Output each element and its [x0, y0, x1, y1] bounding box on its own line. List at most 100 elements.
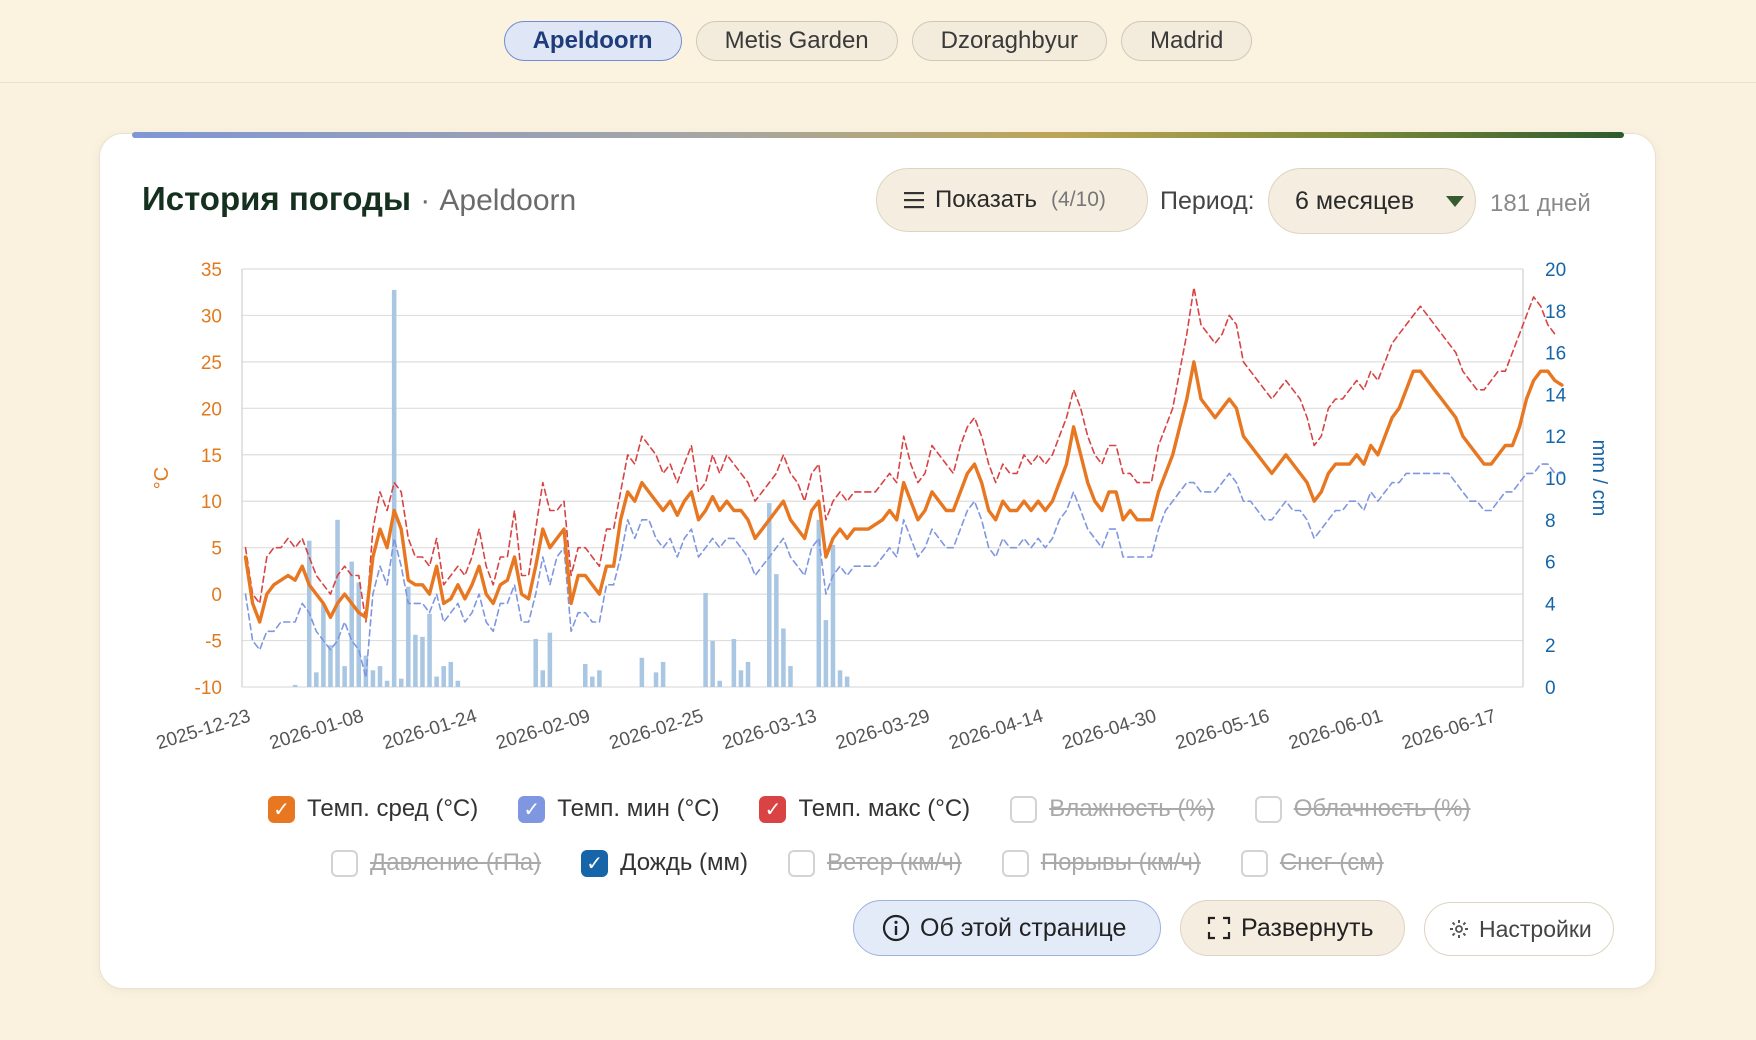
x-tick-label: 2026-06-17	[1400, 706, 1499, 755]
legend-item[interactable]: ✓ Темп. мин (°C)	[518, 795, 719, 823]
series-max-temp-line	[244, 286, 1556, 623]
x-tick-label: 2026-02-25	[607, 706, 706, 755]
rain-bar	[653, 672, 659, 687]
rain-bar	[547, 632, 553, 687]
y-left-tick-label: -5	[205, 632, 222, 653]
rain-bar	[384, 680, 390, 687]
rain-bar	[455, 680, 461, 687]
rain-bar	[349, 561, 354, 687]
rain-bar	[590, 676, 595, 687]
checkbox-checked-icon[interactable]: ✓	[268, 795, 295, 823]
period-select[interactable]: 6 месяцев	[1268, 168, 1476, 234]
show-count: (4/10)	[1051, 188, 1106, 211]
rain-bar	[703, 592, 708, 687]
y-right-tick-label: 12	[1545, 427, 1566, 448]
y-left-tick-label: 5	[211, 539, 222, 560]
legend-item[interactable]: Давление (гПа)	[331, 849, 541, 877]
rain-bar	[533, 638, 538, 687]
legend-item[interactable]: Ветер (км/ч)	[788, 849, 962, 877]
checkbox-icon[interactable]	[788, 849, 815, 877]
info-icon	[882, 914, 910, 942]
legend-label: Давление (гПа)	[370, 849, 542, 876]
checkbox-checked-icon[interactable]: ✓	[581, 849, 609, 877]
y-left-tick-label: 30	[201, 306, 222, 327]
rain-bar	[391, 289, 397, 687]
x-tick-label: 2026-01-08	[267, 706, 366, 755]
y-right-tick-label: 20	[1545, 260, 1566, 281]
rain-bar	[745, 661, 751, 687]
x-tick-label: 2026-03-13	[720, 706, 819, 755]
title-text: История погоды	[142, 180, 412, 217]
checkbox-icon[interactable]	[1254, 795, 1282, 823]
chevron-down-icon	[1446, 195, 1465, 207]
series-avg-temp-line	[243, 360, 1564, 624]
rain-bar	[448, 661, 454, 687]
x-tick-label: 2026-06-01	[1286, 706, 1385, 755]
x-tick-label: 2026-05-16	[1173, 706, 1272, 755]
rain-bar	[837, 670, 843, 687]
y-right-tick-label: 0	[1545, 678, 1556, 699]
x-tick-label: 2026-01-24	[380, 706, 479, 755]
about-page-button[interactable]: Об этой странице	[853, 900, 1161, 956]
legend-item[interactable]: Облачность (%)	[1254, 795, 1470, 823]
rain-bar	[781, 628, 786, 687]
rain-bar	[377, 666, 383, 687]
settings-button[interactable]: Настройки	[1424, 902, 1614, 956]
location-tab-dzoraghbyur[interactable]: Dzoraghbyur	[911, 21, 1108, 61]
x-tick-label: 2026-04-14	[947, 706, 1046, 755]
rain-bar	[639, 657, 645, 687]
checkbox-icon[interactable]	[1001, 849, 1029, 877]
legend-label: Темп. мин (°C)	[557, 795, 720, 822]
y-left-tick-label: 25	[201, 353, 222, 374]
fullscreen-icon	[1207, 916, 1231, 940]
rain-bar	[597, 670, 602, 687]
settings-label: Настройки	[1479, 915, 1592, 942]
y-left-tick-label: 20	[201, 399, 222, 420]
rain-bar	[427, 613, 432, 687]
location-tab-madrid[interactable]: Madrid	[1121, 21, 1253, 61]
legend-item[interactable]: ✓ Темп. макс (°C)	[759, 795, 970, 823]
legend-item[interactable]: Порывы (км/ч)	[1001, 849, 1201, 877]
rain-bar	[731, 638, 737, 687]
rain-bar	[434, 676, 439, 687]
expand-button[interactable]: Развернуть	[1180, 900, 1405, 956]
y-right-tick-label: 6	[1545, 553, 1556, 574]
weather-history-card	[99, 133, 1656, 989]
series-min-temp-line	[244, 463, 1563, 679]
legend-item[interactable]: Влажность (%)	[1010, 795, 1215, 823]
checkbox-checked-icon[interactable]: ✓	[759, 795, 787, 823]
checkbox-icon[interactable]	[1010, 795, 1038, 823]
location-tab-metis-garden[interactable]: Metis Garden	[695, 21, 898, 61]
legend-item[interactable]: ✓ Темп. сред (°C)	[268, 795, 478, 823]
location-tab-apeldoorn[interactable]: Apeldoorn	[503, 21, 682, 61]
checkbox-checked-icon[interactable]: ✓	[518, 795, 546, 823]
rain-bar	[710, 641, 715, 687]
legend-item[interactable]: ✓ Дождь (мм)	[581, 849, 748, 877]
page-title: История погоды · Apeldoorn	[142, 180, 576, 218]
list-icon	[903, 190, 925, 210]
legend-item[interactable]: Снег (см)	[1240, 849, 1384, 877]
y-right-tick-label: 4	[1545, 594, 1556, 615]
legend-label: Темп. макс (°C)	[798, 795, 971, 822]
rain-bar	[356, 582, 362, 687]
legend-label: Снег (см)	[1279, 849, 1384, 876]
y-left-axis-title: °C	[151, 467, 173, 489]
rain-bar	[738, 670, 744, 687]
y-right-tick-label: 10	[1545, 469, 1566, 490]
expand-label: Развернуть	[1241, 913, 1374, 942]
rain-bar	[413, 634, 418, 687]
rain-bar	[816, 519, 822, 687]
y-left-tick-label: 10	[201, 492, 222, 513]
checkbox-icon[interactable]	[331, 849, 358, 877]
period-value: 6 месяцев	[1295, 186, 1415, 215]
rain-bar	[342, 666, 347, 687]
y-right-tick-label: 8	[1545, 511, 1556, 532]
rain-bar	[582, 664, 588, 687]
show-series-button[interactable]: Показать (4/10)	[876, 168, 1148, 232]
rain-bar	[788, 666, 793, 687]
y-left-tick-label: 35	[201, 260, 222, 281]
checkbox-icon[interactable]	[1240, 849, 1268, 877]
rain-bar	[774, 574, 779, 687]
x-tick-label: 2025-12-23	[154, 706, 253, 755]
days-count: 181 дней	[1490, 190, 1591, 217]
